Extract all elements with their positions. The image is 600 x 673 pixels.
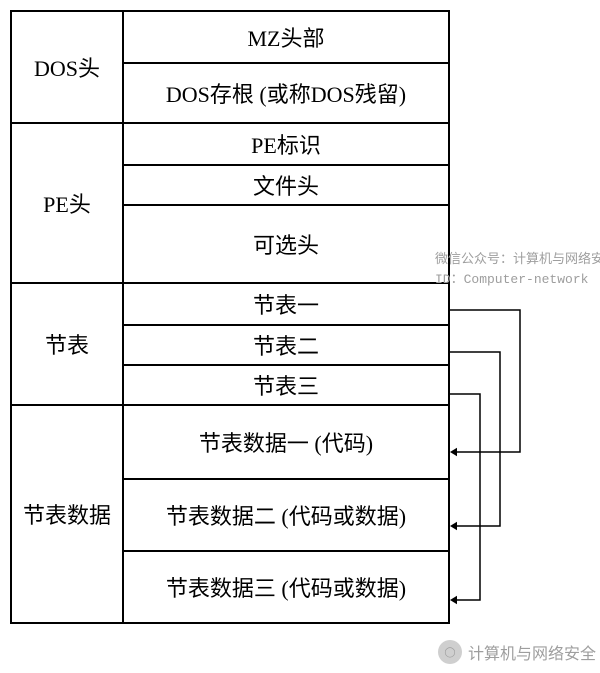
table-row: PE标识: [124, 124, 448, 164]
table-row: 可选头: [124, 204, 448, 282]
section-rows: 节表一节表二节表三: [122, 284, 448, 404]
section: 节表数据节表数据一 (代码)节表数据二 (代码或数据)节表数据三 (代码或数据): [12, 404, 448, 622]
section-label: 节表: [12, 284, 122, 404]
table-row: 节表数据一 (代码): [124, 406, 448, 478]
table-row: DOS存根 (或称DOS残留): [124, 62, 448, 122]
watermark-side-line2: ID：Computer-network: [435, 270, 600, 290]
table-row: 节表数据三 (代码或数据): [124, 550, 448, 622]
table-row: 节表二: [124, 324, 448, 364]
section: PE头PE标识文件头可选头: [12, 122, 448, 282]
section-label: PE头: [12, 124, 122, 282]
section-rows: PE标识文件头可选头: [122, 124, 448, 282]
pe-structure-table: DOS头MZ头部DOS存根 (或称DOS残留)PE头PE标识文件头可选头节表节表…: [10, 10, 450, 624]
table-row: 节表数据二 (代码或数据): [124, 478, 448, 550]
watermark-bottom: ◯ 计算机与网络安全: [438, 640, 596, 664]
table-row: MZ头部: [124, 12, 448, 62]
watermark-side-line1: 微信公众号：计算机与网络安全: [435, 250, 600, 270]
section: DOS头MZ头部DOS存根 (或称DOS残留): [12, 12, 448, 122]
watermark-bottom-text: 计算机与网络安全: [468, 640, 596, 664]
table-row: 文件头: [124, 164, 448, 204]
section-rows: MZ头部DOS存根 (或称DOS残留): [122, 12, 448, 122]
section-label: 节表数据: [12, 406, 122, 622]
watermark-side: 微信公众号：计算机与网络安全 ID：Computer-network: [435, 250, 600, 289]
table-row: 节表三: [124, 364, 448, 404]
section-rows: 节表数据一 (代码)节表数据二 (代码或数据)节表数据三 (代码或数据): [122, 406, 448, 622]
table-row: 节表一: [124, 284, 448, 324]
wechat-icon: ◯: [438, 640, 462, 664]
section: 节表节表一节表二节表三: [12, 282, 448, 404]
section-label: DOS头: [12, 12, 122, 122]
